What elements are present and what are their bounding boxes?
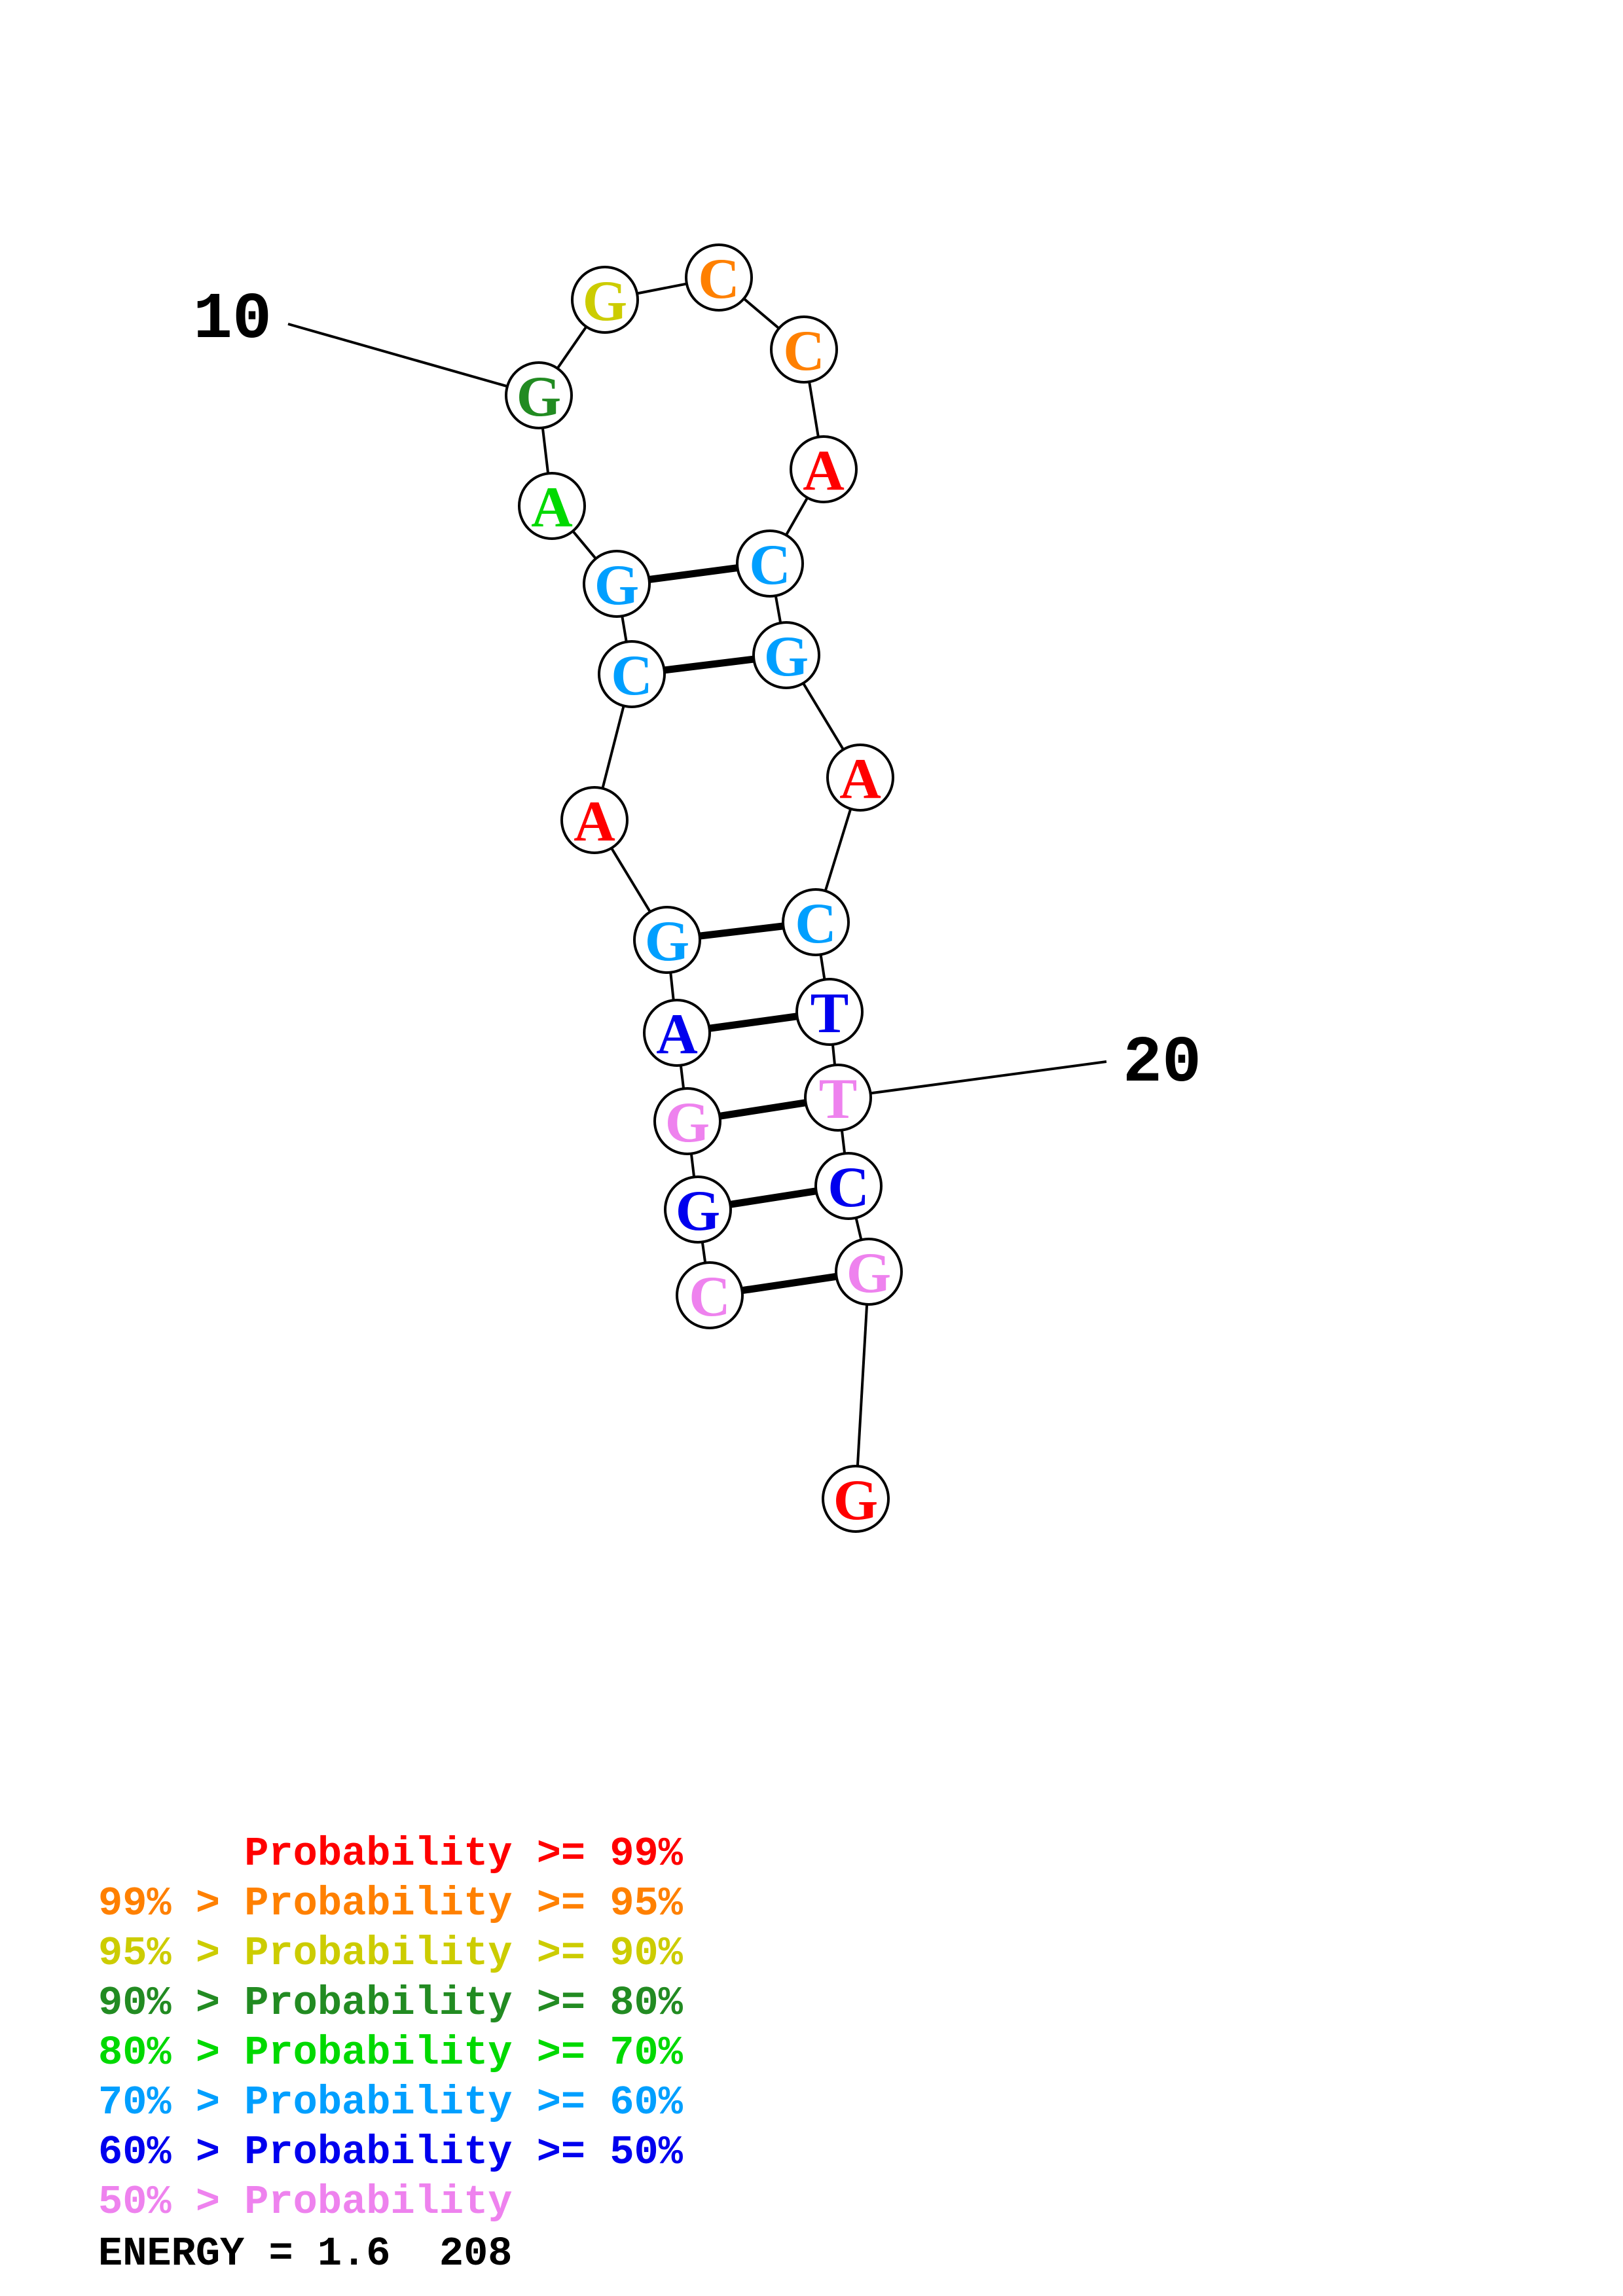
legend-line: 95% > Probability >= 90%: [98, 1930, 683, 1977]
nucleotide-letter: C: [783, 319, 825, 383]
nucleotide-circle: [685, 243, 753, 312]
nucleotide-circle: [822, 1465, 890, 1533]
legend-line: 90% > Probability >= 80%: [98, 1980, 683, 2026]
nucleotide-circle: [752, 621, 820, 689]
position-label: 10: [193, 283, 272, 357]
position-label-leader-line: [837, 1060, 1107, 1099]
nucleotide-circle: [814, 1152, 883, 1220]
nucleotide-circle: [664, 1175, 732, 1244]
nucleotide-circle: [583, 550, 651, 618]
nucleotide-circle: [790, 435, 858, 503]
nucleotide-circle: [804, 1064, 872, 1132]
legend-line: 50% > Probability: [98, 2179, 513, 2225]
legend-line: 99% > Probability >= 95%: [98, 1880, 683, 1927]
nucleotide-letter: T: [819, 1067, 858, 1131]
nucleotide-letter: C: [749, 533, 791, 597]
nucleotide-letter: G: [583, 270, 627, 333]
nucleotide-letter: G: [833, 1469, 878, 1532]
position-label-leader-line: [287, 323, 539, 397]
nucleotide-letter: C: [795, 892, 837, 956]
nucleotide-letter: G: [764, 625, 809, 689]
probability-legend: Probability >= 99% 99% > Probability >= 9…: [98, 1829, 683, 2227]
nucleotide-letter: A: [574, 790, 615, 853]
nucleotide-letter: C: [698, 247, 740, 311]
nucleotide-letter: C: [611, 644, 653, 708]
nucleotide-circle: [653, 1087, 721, 1155]
nucleotide-letter: G: [645, 910, 689, 973]
nucleotide-circle: [571, 266, 639, 334]
nucleotide-circle: [826, 744, 894, 812]
nucleotide-circle: [782, 888, 850, 956]
nucleotide-letter: A: [839, 747, 881, 811]
nucleotide-circle: [770, 315, 838, 384]
nucleotide-letter: A: [656, 1003, 698, 1066]
nucleotide-circle: [560, 786, 629, 854]
nucleotide-letter: A: [803, 439, 845, 503]
nucleotide-letter: G: [665, 1091, 710, 1155]
nucleotide-circle: [598, 640, 666, 708]
nucleotide-circle: [633, 906, 701, 974]
nucleotide-circle: [736, 529, 804, 598]
nucleotide-circle: [835, 1238, 903, 1306]
legend-line: 60% > Probability >= 50%: [98, 2129, 683, 2176]
nucleotide-letter: G: [847, 1242, 891, 1305]
nucleotide-letter: C: [689, 1265, 731, 1329]
nucleotide-letter: G: [594, 554, 639, 617]
nucleotide-circle: [643, 999, 711, 1067]
nucleotide-circle: [505, 361, 573, 429]
energy-text: ENERGY = 1.6 208: [98, 2231, 513, 2277]
legend-line: 80% > Probability >= 70%: [98, 2030, 683, 2076]
nucleotide-letter: G: [517, 365, 561, 429]
nucleotide-letter: T: [811, 982, 849, 1045]
nucleotide-circle: [518, 472, 586, 540]
legend-line: 70% > Probability >= 60%: [98, 2079, 683, 2126]
position-label: 20: [1123, 1027, 1201, 1101]
nucleotide-letter: C: [828, 1156, 869, 1219]
nucleotide-circle: [795, 978, 864, 1046]
nucleotide-letter: A: [531, 476, 573, 539]
nucleotide-letter: G: [676, 1179, 720, 1243]
legend-line: Probability >= 99%: [98, 1831, 683, 1877]
nucleotide-circle: [676, 1261, 744, 1329]
backbone-link: [854, 1271, 870, 1499]
